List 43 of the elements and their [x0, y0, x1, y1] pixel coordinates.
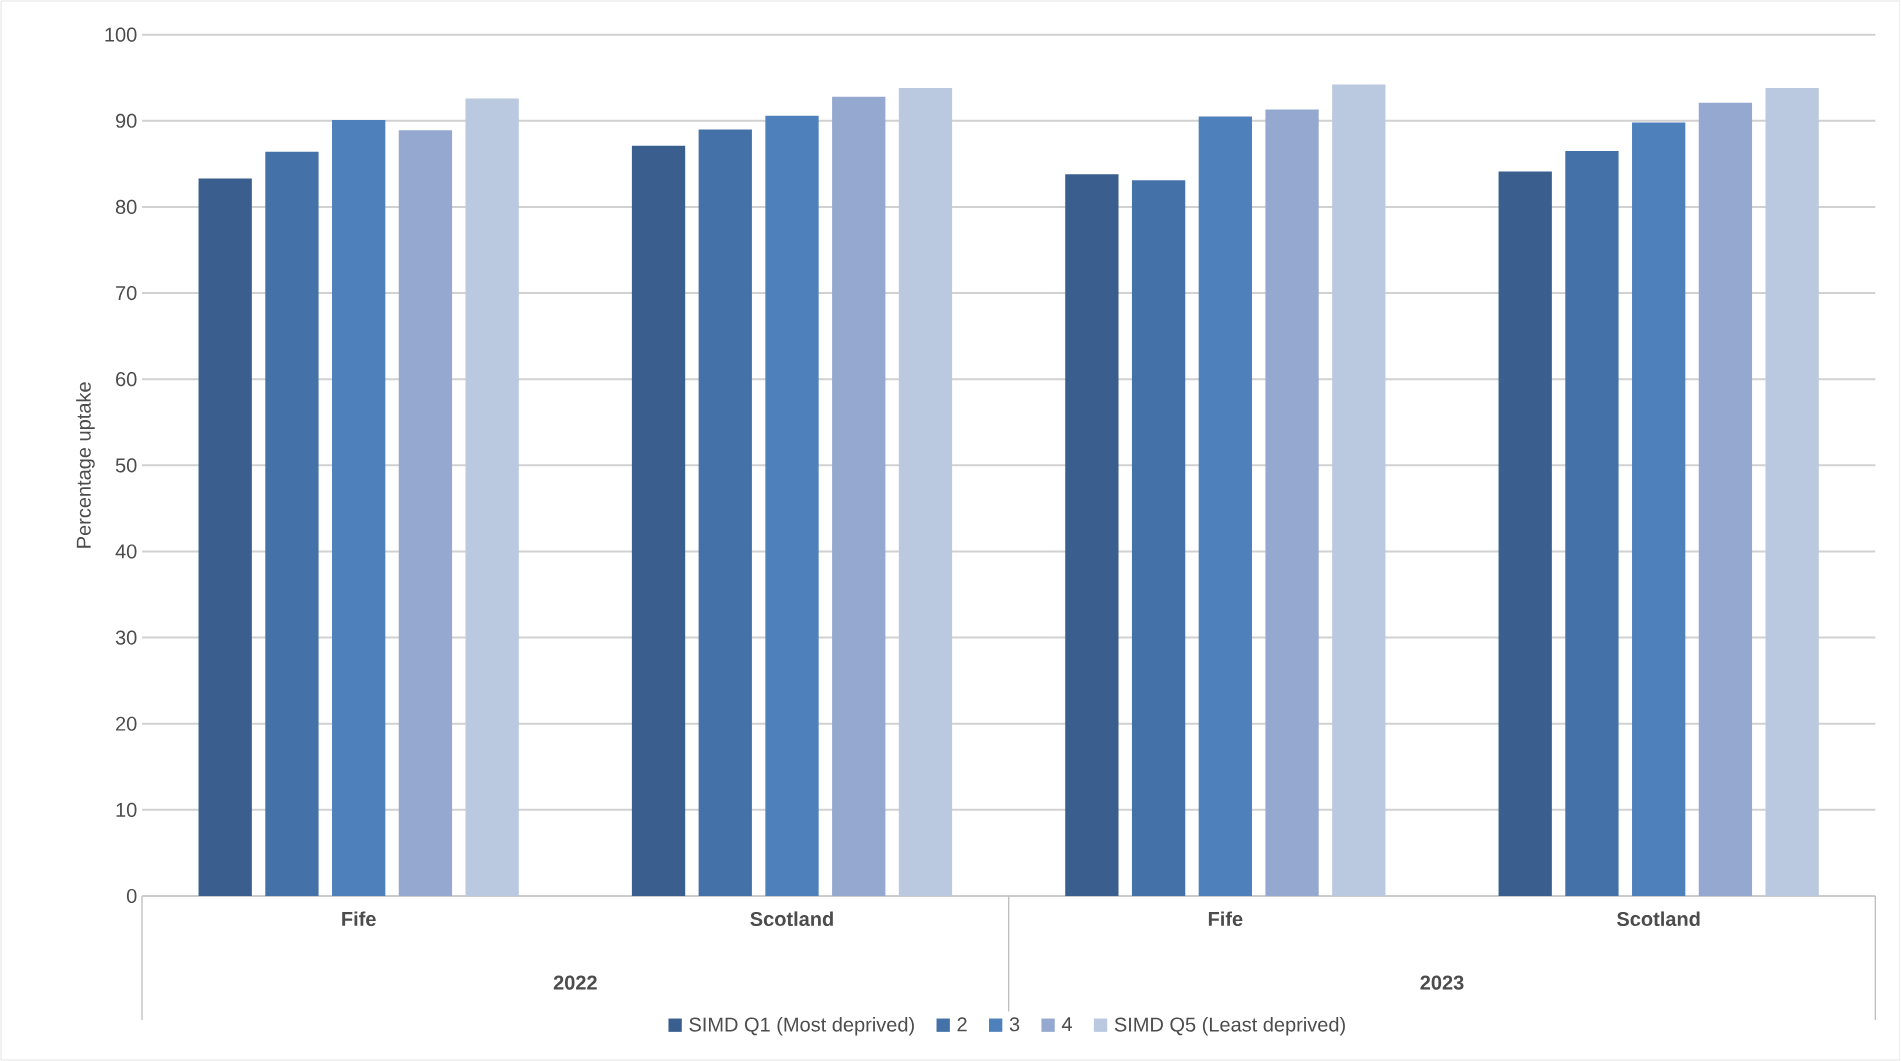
y-tick-label: 0 — [126, 888, 137, 904]
x-tick-label: Fife — [1208, 911, 1243, 927]
y-axis-title: Percentage uptake — [76, 382, 95, 548]
text: 2022 — [553, 975, 597, 990]
legend-label: SIMD Q5 (Least deprived) — [1114, 1016, 1345, 1036]
bar — [832, 96, 886, 896]
bar — [631, 145, 686, 896]
bar — [1765, 88, 1819, 896]
y-tick-label: 20 — [116, 716, 137, 731]
bar — [1698, 102, 1753, 896]
y-tick-label: 10 — [116, 802, 137, 817]
y-tick-label: 80 — [115, 199, 137, 214]
bar — [1065, 174, 1119, 896]
bar — [898, 88, 953, 896]
bar — [765, 115, 819, 896]
legend-label: 3 — [1009, 1017, 1020, 1032]
y-tick-label: 100 — [105, 27, 137, 42]
x-tick-label: Scotland — [750, 911, 833, 927]
legend-label: 2 — [957, 1017, 967, 1032]
y-tick-label: 30 — [115, 630, 137, 645]
bar — [398, 130, 453, 896]
bar — [1265, 109, 1319, 896]
bar — [465, 98, 519, 896]
bar — [198, 178, 252, 896]
bar — [265, 151, 319, 896]
bar — [1565, 150, 1619, 896]
x-tick-label: Scotland — [1617, 911, 1700, 927]
y-tick-label: 70 — [116, 285, 137, 301]
x-tick-label: Fife — [342, 911, 376, 927]
bar — [332, 119, 386, 896]
legend-label: 4 — [1061, 1017, 1072, 1032]
legend-label: SIMD Q1 (Most deprived) — [689, 1016, 914, 1036]
bar — [1198, 116, 1252, 896]
y-tick-label: 90 — [115, 113, 137, 128]
y-tick-label: 60 — [116, 372, 137, 387]
y-tick-label: 50 — [115, 458, 137, 473]
y-tick-label: 40 — [115, 544, 137, 559]
bar — [1131, 180, 1186, 896]
bar — [1332, 84, 1386, 896]
bar — [698, 129, 752, 896]
text: 2023 — [1420, 975, 1464, 990]
bar — [1498, 171, 1552, 896]
bar — [1632, 122, 1686, 896]
